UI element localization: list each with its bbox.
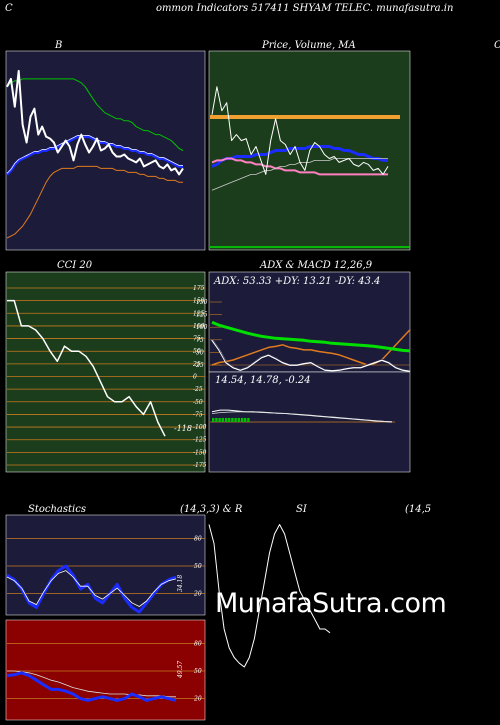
cci-tick-label: -175 [193,462,207,469]
stochastics-tick-label: 20 [193,591,202,598]
macd-histogram-bar [224,418,228,422]
macd-signal-line [211,411,393,423]
adx-line [211,320,411,353]
stochastics-tick-label: 80 [194,535,202,542]
page-title: ommon Indicators 517411 SHYAM TELEC. mun… [156,3,454,14]
cci-tick-label: 25 [192,361,201,368]
williams-last-value: 49.57 [177,661,184,679]
rsi-line [208,524,331,668]
macd-histogram-bar [240,418,244,422]
macd-histogram-bar [215,418,218,422]
adx-panel [208,271,411,373]
cci-tick-label: 150 [193,298,205,305]
adx-tick-label: 75 [196,337,204,344]
bollinger-price-line [6,69,184,176]
cci-tick-label: -25 [193,386,203,393]
cci-tick-label: -125 [193,437,207,444]
stochastics-tick-label: 50 [194,563,202,570]
cci-tick-label: 100 [193,323,205,330]
macd-values-label: 14.54, 14.78, -0.24 [215,375,311,386]
stochastics-d-line [6,570,177,607]
macd-histogram-bar [244,418,247,422]
williams-panel [5,619,206,721]
adx-plus-di-line [211,339,411,372]
macd-histogram-bar [237,418,240,422]
price-ma-blue-ma [211,145,388,168]
adx-tick-label: 125 [196,312,208,319]
stochastics-last-value: 34.18 [177,575,184,592]
cci-tick-label: -50 [193,399,203,406]
macd-histogram-bar [228,418,231,422]
header-right-char: C [494,40,500,51]
macd-histogram-bar [212,418,215,422]
bollinger-title: B [55,40,63,51]
williams-tick-label: 20 [193,696,202,703]
cci-line [7,299,166,437]
stochastics-params: (14,3,3) & R [180,504,243,515]
price-ma-title: Price, Volume, MA [262,40,356,51]
cci-tick-label: -150 [193,449,207,456]
bollinger-middle-highlight [6,135,183,174]
adx-values-label: ADX: 53.33 +DY: 13.21 -DY: 43.4 [213,276,380,287]
adx-tick-label: 50 [196,349,204,356]
macd-histogram-bar [247,418,250,422]
cci-tick-label: 175 [193,285,205,292]
adx-tick-label: 25 [195,362,204,369]
cci-last-value: -118 [174,424,192,433]
cci-tick-label: 50 [193,348,201,355]
adx-tick-label: 150 [196,299,208,306]
stochastics-title: Stochastics [28,504,86,515]
williams-signal-line [7,670,176,698]
adx-title: ADX & MACD 12,26,9 [260,260,373,271]
bollinger-middle-band [5,135,183,176]
watermark: MunafaSutra.com [215,588,447,619]
williams-r-line [6,671,177,702]
cci-tick-label: 125 [193,310,205,317]
price-ma-pink-line [211,157,388,176]
cci-panel [5,271,206,473]
cci-tick-label: 75 [193,336,201,343]
williams-tick-label: 80 [194,640,202,647]
macd-histogram-bar [231,418,234,422]
rsi-title: SI [296,504,307,515]
adx-plus-di-inner [211,338,411,371]
cci-title: CCI 20 [57,260,93,271]
cci-tick-label: -100 [193,424,207,431]
macd-histogram-bar [218,418,221,422]
cci-tick-label: 0 [193,374,197,381]
adx-tick-label: 100 [196,324,208,331]
williams-tick-label: 50 [194,668,202,675]
macd-histogram-bar [221,418,224,422]
price-ma-price-line [211,86,389,175]
macd-histogram-bar [234,418,237,422]
cci-tick-label: -75 [193,411,203,418]
bollinger-upper-band [6,78,184,151]
rsi-params: (14,5 [405,504,432,515]
header-left-char: C [5,3,13,14]
bollinger-lower-band [6,165,183,239]
bollinger-panel [5,50,206,251]
